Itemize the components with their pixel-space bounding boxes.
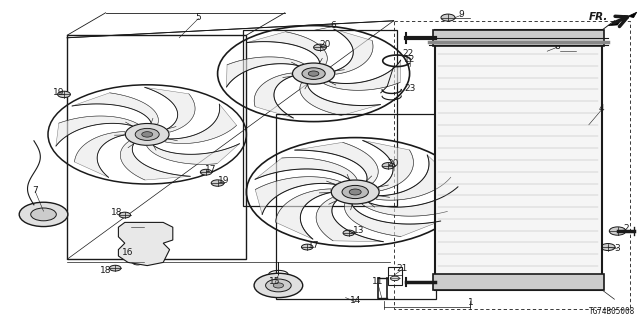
Polygon shape [362,187,458,216]
Circle shape [540,47,555,55]
Circle shape [119,212,131,218]
Text: 4: 4 [599,104,604,113]
Circle shape [125,124,169,145]
Circle shape [314,44,326,51]
Circle shape [302,68,325,79]
Polygon shape [120,141,190,180]
Circle shape [273,283,284,288]
Polygon shape [255,158,357,180]
Circle shape [441,14,455,21]
Text: TG74B05008: TG74B05008 [589,307,636,316]
Text: 14: 14 [349,296,361,305]
Text: 19: 19 [218,176,230,185]
Polygon shape [254,73,293,118]
Text: 1: 1 [468,298,473,307]
Text: 17: 17 [205,165,217,174]
Circle shape [200,169,212,175]
Polygon shape [147,144,239,164]
Circle shape [19,202,68,227]
Polygon shape [227,57,303,87]
Text: 16: 16 [122,248,134,257]
Circle shape [132,260,143,265]
Text: 8: 8 [554,42,559,51]
Circle shape [135,128,159,140]
Circle shape [609,227,626,235]
Text: 6: 6 [330,21,335,30]
Circle shape [349,189,361,195]
Circle shape [533,44,561,58]
Bar [243,30,397,206]
Text: 5: 5 [196,13,201,22]
Circle shape [382,163,395,169]
Circle shape [132,225,143,230]
Circle shape [58,91,70,98]
Circle shape [332,180,379,204]
Text: 2: 2 [623,224,628,233]
Polygon shape [324,60,401,90]
Polygon shape [164,104,237,144]
Text: 23: 23 [404,84,415,93]
Polygon shape [294,142,378,183]
Polygon shape [246,32,327,64]
Text: 13: 13 [353,226,364,235]
Circle shape [447,34,462,42]
Bar [394,21,630,309]
Polygon shape [334,29,373,74]
Polygon shape [74,132,125,177]
Text: FR.: FR. [589,12,608,22]
Polygon shape [145,87,195,132]
Circle shape [479,34,494,42]
Text: 19: 19 [53,88,65,97]
Text: 15: 15 [269,277,281,286]
Circle shape [448,279,461,285]
Circle shape [141,132,153,137]
Polygon shape [118,222,173,266]
Bar [67,35,246,259]
Polygon shape [363,140,413,191]
Bar [388,267,402,285]
Text: 10: 10 [505,31,516,40]
Text: 22: 22 [403,49,414,58]
Polygon shape [316,197,383,242]
Polygon shape [72,93,158,124]
Circle shape [342,185,369,199]
Text: 21: 21 [396,264,408,273]
Text: 11: 11 [372,277,383,286]
Circle shape [489,33,503,40]
Bar [433,30,604,46]
Text: 7: 7 [33,186,38,195]
Text: 18: 18 [100,266,111,275]
Circle shape [301,244,313,250]
Text: 20: 20 [319,40,331,49]
Circle shape [109,265,121,271]
Bar [276,114,436,299]
Text: 20: 20 [387,159,399,168]
Bar [433,274,604,290]
Circle shape [266,279,291,292]
Text: 12: 12 [404,55,415,64]
Text: 17: 17 [308,241,319,250]
Circle shape [511,34,526,42]
Polygon shape [275,189,331,239]
Polygon shape [376,155,451,200]
Text: 18: 18 [111,208,122,217]
Polygon shape [344,204,441,236]
Circle shape [343,230,355,236]
Polygon shape [255,177,340,214]
Circle shape [480,279,493,285]
Polygon shape [300,83,381,116]
Text: 9: 9 [458,10,463,19]
Text: 3: 3 [615,244,620,252]
Polygon shape [56,116,138,146]
Circle shape [254,273,303,298]
Circle shape [601,244,615,251]
Circle shape [292,63,335,84]
Bar [435,30,602,290]
Circle shape [390,276,399,281]
Polygon shape [608,12,637,26]
Circle shape [308,71,319,76]
Circle shape [211,180,224,186]
Circle shape [31,208,56,221]
